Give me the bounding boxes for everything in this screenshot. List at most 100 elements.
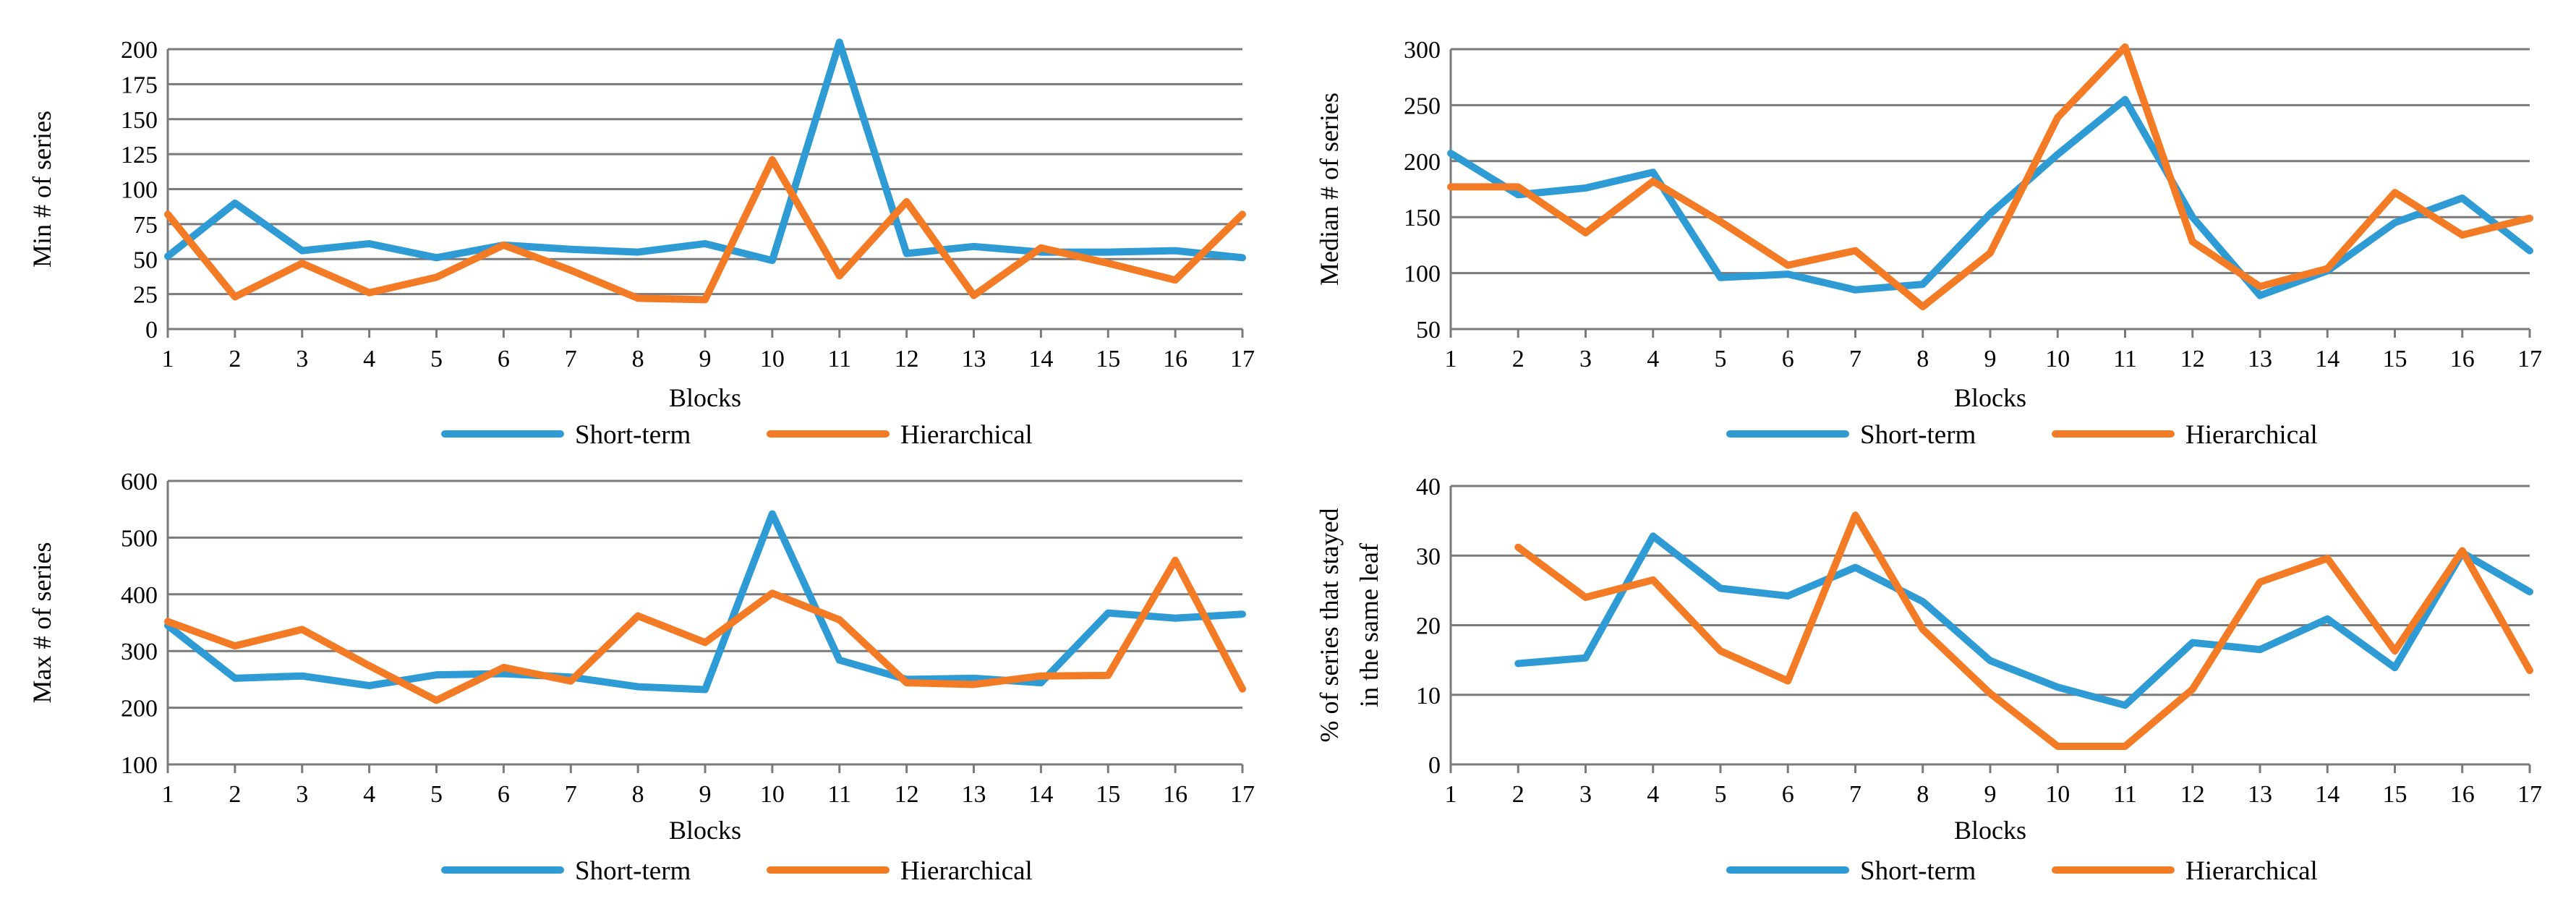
data-point: [434, 274, 440, 280]
x-tick-label: 10: [760, 781, 785, 808]
y-tick-label: 100: [121, 177, 158, 204]
data-point: [299, 260, 305, 266]
data-point: [2123, 743, 2128, 749]
x-tick-label: 8: [632, 346, 644, 372]
series-line-hierarchical: [164, 556, 1246, 704]
y-tick-label: 200: [121, 37, 158, 64]
data-point: [165, 618, 171, 624]
x-tick-label: 13: [2248, 346, 2272, 372]
data-point: [2257, 647, 2263, 652]
x-tick-label: 6: [498, 781, 510, 808]
x-tick-label: 4: [1647, 346, 1659, 372]
x-tick-label: 11: [2113, 781, 2137, 808]
y-axis-title: % of series that stayed: [1315, 508, 1344, 743]
data-point: [434, 697, 440, 703]
data-point: [2460, 195, 2465, 201]
x-tick-label: 3: [1579, 346, 1592, 372]
x-tick-label: 16: [2450, 346, 2475, 372]
legend: Short-term Hierarchical: [1726, 420, 2318, 450]
x-tick-label: 1: [1445, 346, 1457, 372]
x-tick-label: 17: [2517, 781, 2542, 808]
data-point: [1718, 218, 1723, 224]
x-tick-label: 11: [827, 346, 851, 372]
x-tick-label: 12: [2180, 781, 2205, 808]
y-axis-title: Max # of series: [27, 542, 56, 704]
x-tick-label: 13: [962, 781, 986, 808]
data-point: [769, 590, 775, 596]
data-point: [1172, 248, 1178, 254]
x-tick-label: 6: [1782, 346, 1794, 372]
x-tick-label: 16: [2450, 781, 2475, 808]
data-point: [837, 617, 843, 623]
data-point: [1920, 281, 1926, 287]
data-point: [2460, 232, 2465, 238]
x-tick-label: 14: [1028, 781, 1053, 808]
data-point: [1105, 673, 1111, 678]
data-point: [1853, 287, 1859, 293]
y-tick-label: 200: [121, 696, 158, 722]
y-tick-label: 300: [1404, 37, 1441, 64]
data-point: [434, 255, 440, 260]
series-line-hierarchical: [164, 155, 1246, 304]
data-point: [568, 678, 573, 684]
data-point: [232, 200, 238, 206]
data-point: [299, 673, 305, 679]
data-point: [2460, 548, 2465, 554]
y-axis-title-line-2: in the same leaf: [1355, 543, 1383, 707]
data-point: [1785, 271, 1791, 277]
data-point: [1853, 565, 1859, 571]
data-point: [1785, 678, 1791, 684]
data-point: [904, 680, 910, 686]
data-point: [165, 253, 171, 259]
x-tick-label: 11: [2113, 346, 2137, 372]
y-tick-label: 200: [1404, 149, 1441, 176]
data-point: [1920, 626, 1926, 632]
x-tick-label: 9: [1984, 781, 1997, 808]
y-tick-label: 100: [121, 752, 158, 779]
x-tick-label: 1: [162, 781, 174, 808]
x-tick-label: 14: [2315, 346, 2340, 372]
legend-label: Hierarchical: [2185, 856, 2318, 886]
x-tick-label: 7: [1849, 346, 1861, 372]
data-point: [904, 251, 910, 257]
y-tick-label: 300: [121, 639, 158, 665]
x-tick-label: 4: [1647, 781, 1659, 808]
data-point: [1853, 512, 1859, 518]
data-point: [1105, 250, 1111, 255]
x-tick-label: 5: [1715, 346, 1727, 372]
data-point: [2392, 189, 2398, 195]
data-point: [568, 268, 573, 273]
y-tick-label: 150: [121, 107, 158, 134]
data-point: [635, 613, 641, 619]
series-line-short-term: [1514, 532, 2533, 709]
legend-label: Short-term: [575, 856, 691, 886]
x-tick-label: 3: [296, 346, 308, 372]
data-point: [2190, 640, 2196, 646]
data-point: [2190, 239, 2196, 244]
data-point: [1987, 211, 1993, 217]
series-line-hierarchical: [1514, 511, 2533, 750]
data-point: [1650, 169, 1656, 175]
data-point: [1172, 277, 1178, 283]
data-point: [2392, 648, 2398, 654]
data-point: [568, 247, 573, 252]
data-point: [2324, 555, 2330, 561]
x-tick-label: 13: [962, 346, 986, 372]
y-tick-label: 400: [121, 582, 158, 609]
x-axis-title: Blocks: [1954, 383, 2026, 412]
x-tick-label: 5: [1715, 781, 1727, 808]
data-point: [367, 663, 372, 669]
data-point: [1583, 655, 1589, 661]
data-point: [2392, 665, 2398, 670]
data-point: [1105, 610, 1111, 616]
legend-label: Hierarchical: [900, 420, 1033, 450]
data-point: [2123, 44, 2128, 50]
x-tick-label: 8: [1916, 346, 1929, 372]
data-point: [702, 297, 708, 302]
y-tick-label: 50: [1416, 317, 1441, 344]
data-point: [1718, 648, 1723, 654]
data-point: [1240, 211, 1245, 217]
y-tick-label: 0: [145, 317, 158, 344]
